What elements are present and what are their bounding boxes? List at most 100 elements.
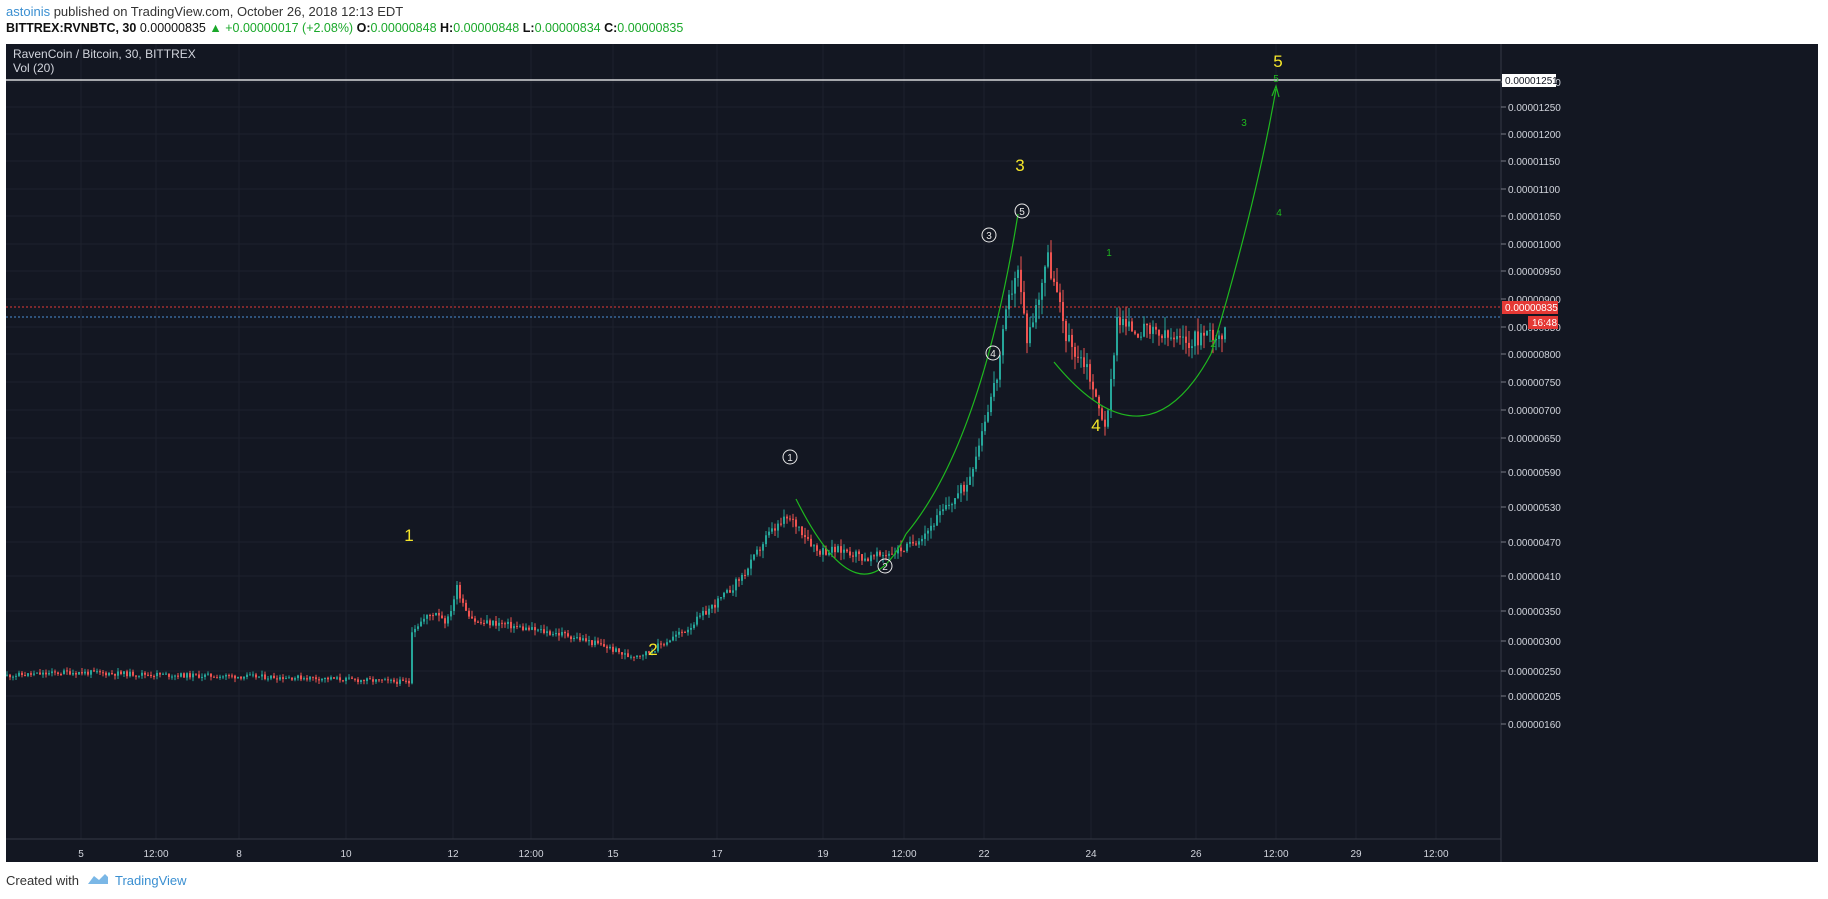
elliott-wave-drawings[interactable] — [795, 84, 1280, 575]
author-link[interactable]: astoinis — [6, 4, 51, 19]
candle-body — [87, 671, 89, 675]
candle-body — [414, 628, 416, 633]
candle-body — [258, 676, 260, 678]
candle-body — [696, 616, 698, 625]
candle-body — [969, 476, 971, 485]
time-axis[interactable]: 5 12:00 8 10 12 12:00 15 17 19 12:00 22 24 26 12:00 29… — [78, 849, 1449, 860]
candle-body — [507, 621, 509, 624]
price-tick-label: 0.00000750 — [1508, 378, 1561, 389]
candle-body — [945, 505, 947, 510]
major-wave-label: 5 — [1273, 52, 1282, 71]
candle-body — [783, 516, 785, 524]
candle-body — [1137, 333, 1139, 338]
candle-body — [225, 675, 227, 677]
candle-body — [1032, 322, 1034, 328]
candle-body — [795, 519, 797, 527]
candle-body — [429, 615, 431, 617]
candle-body — [702, 610, 704, 616]
candle-body — [789, 518, 791, 520]
candle-body — [1206, 330, 1208, 336]
candle-body — [69, 671, 71, 675]
candle-body — [1014, 277, 1016, 294]
candle-body — [525, 627, 527, 631]
candle-body — [1119, 317, 1121, 326]
candle-body — [636, 655, 638, 658]
candle-body — [360, 680, 362, 682]
candle-body — [1068, 334, 1070, 342]
candle-body — [552, 634, 554, 636]
candle-body — [798, 526, 800, 528]
candle-body — [1161, 335, 1163, 339]
candle-body — [531, 627, 533, 630]
candle-body — [1218, 335, 1220, 340]
wave-curve-4 — [1053, 353, 1212, 417]
candle-body — [960, 484, 962, 494]
candle-body — [687, 629, 689, 633]
candle-body — [333, 677, 335, 679]
candle-body — [1026, 313, 1028, 344]
minor-wave-label: 1 — [787, 453, 793, 464]
candle-body — [558, 633, 560, 636]
candle-body — [1005, 309, 1007, 330]
candle-body — [771, 528, 773, 532]
candle-body — [1107, 410, 1109, 427]
candle-body — [1158, 329, 1160, 336]
candle-body — [1209, 329, 1211, 331]
minor-wave-circle — [981, 227, 997, 243]
candle-body — [891, 553, 893, 555]
candle-body — [831, 546, 833, 553]
candle-body — [732, 590, 734, 593]
footer: Created with TradingView — [6, 873, 187, 888]
candle-body — [96, 671, 98, 673]
candle-body — [180, 673, 182, 677]
candle-body — [1002, 329, 1004, 356]
low-value: 0.00000834 — [534, 21, 601, 35]
candle-body — [1134, 331, 1136, 334]
candle-body — [369, 678, 371, 680]
candle-body — [105, 672, 107, 676]
candle-body — [297, 675, 299, 679]
candle-body — [396, 681, 398, 684]
candle-body — [45, 672, 47, 675]
candle-body — [1059, 292, 1061, 303]
candle-body — [1155, 326, 1157, 330]
candle-body — [765, 535, 767, 545]
candle-body — [996, 379, 998, 384]
candle-body — [108, 673, 110, 676]
candle-body — [600, 643, 602, 645]
candle-body — [1035, 305, 1037, 323]
candle-body — [342, 680, 344, 682]
candle-body — [417, 626, 419, 629]
tradingview-logo-icon[interactable] — [87, 873, 109, 888]
candle-body — [606, 646, 608, 649]
tradingview-link[interactable]: TradingView — [114, 873, 187, 888]
candle-body — [177, 675, 179, 677]
candle-body — [672, 636, 674, 641]
candle-body — [1008, 294, 1010, 310]
candle-body — [990, 396, 992, 413]
candle-body — [375, 679, 377, 682]
candle-body — [231, 675, 233, 677]
candle-body — [201, 676, 203, 678]
candle-body — [492, 620, 494, 626]
candle-body — [792, 518, 794, 520]
candle-body — [36, 672, 38, 674]
price-tick-label: 0.00000410 — [1508, 572, 1561, 583]
candle-body — [312, 676, 314, 678]
candle-body — [1113, 355, 1115, 380]
candle-body — [1080, 357, 1082, 359]
candle-body — [1056, 281, 1058, 293]
candle-body — [99, 671, 101, 673]
candle-body — [279, 677, 281, 680]
candle-body — [309, 676, 311, 680]
candle-body — [774, 528, 776, 531]
minor-wave-label: 2 — [882, 562, 888, 573]
candle-body — [807, 537, 809, 539]
price-axis[interactable]: 0.000013000.000012500.000012000.00001150… — [1501, 78, 1561, 731]
candle-body — [1176, 336, 1178, 340]
publish-info: published on TradingView.com, October 26… — [53, 4, 404, 19]
candle-body — [357, 679, 359, 682]
candle-body — [714, 604, 716, 608]
